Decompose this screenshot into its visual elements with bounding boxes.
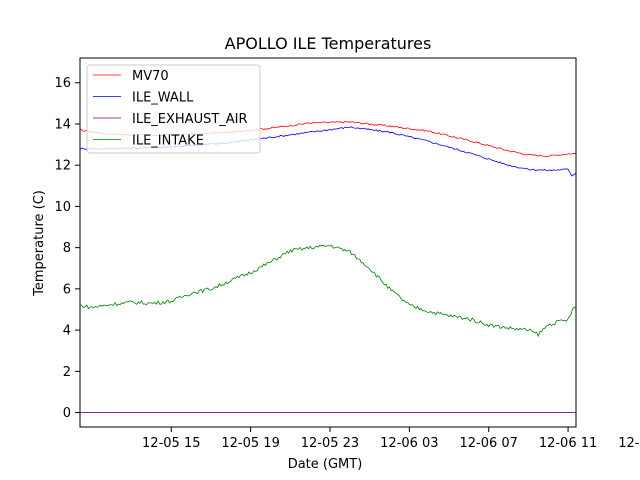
legend-label: ILE_WALL (132, 91, 194, 106)
y-tick-label: 16 (54, 76, 71, 91)
x-axis-ticks: 12-05 15 12-05 19 12-05 23 12-06 03 12-06 07… (142, 427, 640, 451)
y-tick-label: 4 (63, 324, 71, 339)
x-tick-label: 12-05 19 (221, 436, 279, 451)
legend: MV70 ILE_WALL ILE_EXHAUST_AIR ILE_INTAKE (86, 64, 261, 154)
legend-box (86, 64, 261, 154)
x-tick-label: 12-06 11 (539, 436, 597, 451)
chart-title: APOLLO ILE Temperatures (225, 34, 432, 53)
y-axis-label: Temperature (C) (32, 190, 47, 297)
y-tick-label: 8 (63, 241, 71, 256)
x-tick-label: 12-06 07 (459, 436, 517, 451)
y-tick-label: 6 (63, 282, 71, 297)
axes-frame (79, 57, 577, 428)
y-tick-label: 12 (54, 159, 71, 174)
x-tick-label: 12-06 15 (618, 436, 640, 451)
y-tick-label: 0 (63, 406, 71, 421)
legend-label: MV70 (132, 69, 169, 84)
legend-label: ILE_EXHAUST_AIR (132, 112, 248, 127)
x-tick-label: 12-05 23 (301, 436, 359, 451)
y-tick-label: 2 (63, 365, 71, 380)
legend-label: ILE_INTAKE (132, 134, 204, 149)
x-axis-label: Date (GMT) (288, 457, 363, 472)
y-tick-label: 14 (54, 117, 71, 132)
x-tick-label: 12-05 15 (142, 436, 200, 451)
y-axis-ticks: 0 2 4 6 8 10 12 14 16 (54, 76, 80, 421)
x-tick-label: 12-06 03 (380, 436, 438, 451)
y-tick-label: 10 (54, 200, 71, 215)
series-line-ile-intake (80, 244, 576, 338)
